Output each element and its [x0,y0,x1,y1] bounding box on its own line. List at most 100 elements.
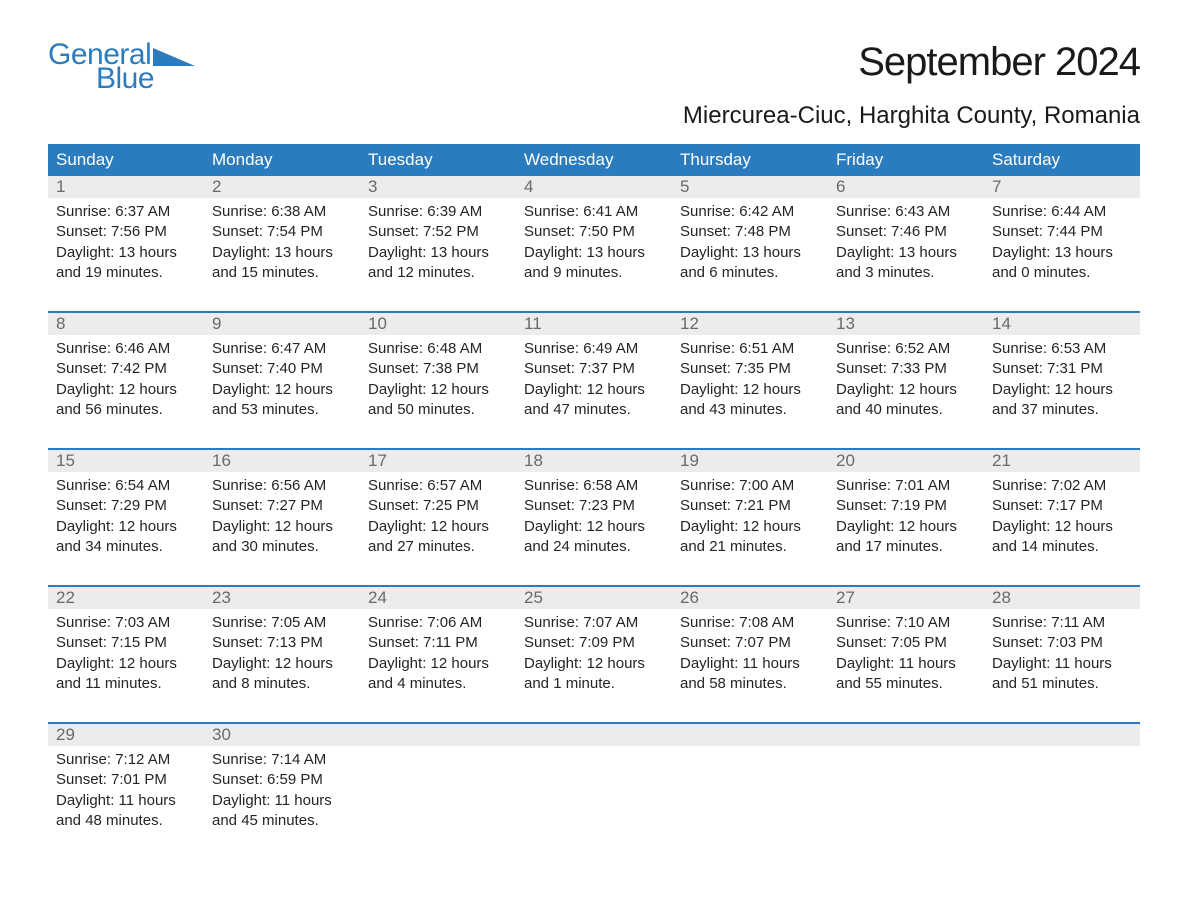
day-detail-cell: Sunrise: 7:10 AMSunset: 7:05 PMDaylight:… [828,609,984,723]
sunrise-text: Sunrise: 6:51 AM [680,339,820,359]
day-number-cell: 13 [828,313,984,335]
sunrise-text: Sunrise: 7:14 AM [212,750,352,770]
day-detail-cell [984,746,1140,839]
daylight-text: Daylight: 12 hours and 30 minutes. [212,517,352,558]
sunrise-text: Sunrise: 7:06 AM [368,613,508,633]
day-number-cell: 24 [360,587,516,609]
weekday-header: Sunday [48,144,204,176]
sunrise-text: Sunrise: 6:38 AM [212,202,352,222]
sunset-text: Sunset: 6:59 PM [212,770,352,790]
sunset-text: Sunset: 7:42 PM [56,359,196,379]
weekday-header: Saturday [984,144,1140,176]
sunset-text: Sunset: 7:07 PM [680,633,820,653]
day-detail-cell: Sunrise: 7:14 AMSunset: 6:59 PMDaylight:… [204,746,360,839]
sunset-text: Sunset: 7:03 PM [992,633,1132,653]
day-detail-cell: Sunrise: 6:58 AMSunset: 7:23 PMDaylight:… [516,472,672,586]
day-detail-cell: Sunrise: 6:44 AMSunset: 7:44 PMDaylight:… [984,198,1140,312]
sunset-text: Sunset: 7:52 PM [368,222,508,242]
sunset-text: Sunset: 7:56 PM [56,222,196,242]
daylight-text: Daylight: 12 hours and 11 minutes. [56,654,196,695]
day-number-cell: 9 [204,313,360,335]
sunrise-text: Sunrise: 6:47 AM [212,339,352,359]
sunrise-text: Sunrise: 6:56 AM [212,476,352,496]
day-number-cell: 21 [984,450,1140,472]
day-detail-cell: Sunrise: 7:02 AMSunset: 7:17 PMDaylight:… [984,472,1140,586]
day-number-cell: 5 [672,176,828,198]
brand-line2: Blue [96,64,195,94]
day-detail-row: Sunrise: 6:54 AMSunset: 7:29 PMDaylight:… [48,472,1140,586]
sunset-text: Sunset: 7:15 PM [56,633,196,653]
weekday-header: Monday [204,144,360,176]
day-detail-cell [672,746,828,839]
daylight-text: Daylight: 12 hours and 21 minutes. [680,517,820,558]
daylight-text: Daylight: 12 hours and 4 minutes. [368,654,508,695]
daylight-text: Daylight: 13 hours and 6 minutes. [680,243,820,284]
day-detail-cell: Sunrise: 7:06 AMSunset: 7:11 PMDaylight:… [360,609,516,723]
day-number-row: 891011121314 [48,313,1140,335]
day-number-cell: 28 [984,587,1140,609]
day-detail-cell: Sunrise: 7:05 AMSunset: 7:13 PMDaylight:… [204,609,360,723]
day-number-cell: 20 [828,450,984,472]
calendar-table: Sunday Monday Tuesday Wednesday Thursday… [48,144,1140,839]
day-number-row: 1234567 [48,176,1140,198]
sunrise-text: Sunrise: 7:12 AM [56,750,196,770]
day-number-cell: 6 [828,176,984,198]
daylight-text: Daylight: 12 hours and 1 minute. [524,654,664,695]
day-number-cell: 19 [672,450,828,472]
sunset-text: Sunset: 7:19 PM [836,496,976,516]
sunrise-text: Sunrise: 6:37 AM [56,202,196,222]
daylight-text: Daylight: 11 hours and 58 minutes. [680,654,820,695]
page-header: General Blue September 2024 [48,40,1140,94]
sunrise-text: Sunrise: 7:11 AM [992,613,1132,633]
sunset-text: Sunset: 7:01 PM [56,770,196,790]
daylight-text: Daylight: 12 hours and 8 minutes. [212,654,352,695]
sunset-text: Sunset: 7:38 PM [368,359,508,379]
sunrise-text: Sunrise: 6:58 AM [524,476,664,496]
day-detail-cell [516,746,672,839]
day-number-cell [672,724,828,746]
day-detail-cell: Sunrise: 7:11 AMSunset: 7:03 PMDaylight:… [984,609,1140,723]
sunrise-text: Sunrise: 7:05 AM [212,613,352,633]
sunset-text: Sunset: 7:11 PM [368,633,508,653]
daylight-text: Daylight: 13 hours and 9 minutes. [524,243,664,284]
day-number-cell: 2 [204,176,360,198]
day-number-cell: 22 [48,587,204,609]
daylight-text: Daylight: 11 hours and 51 minutes. [992,654,1132,695]
day-number-cell: 27 [828,587,984,609]
day-number-cell: 10 [360,313,516,335]
day-number-cell: 23 [204,587,360,609]
day-detail-cell: Sunrise: 7:12 AMSunset: 7:01 PMDaylight:… [48,746,204,839]
day-detail-cell: Sunrise: 6:38 AMSunset: 7:54 PMDaylight:… [204,198,360,312]
sunset-text: Sunset: 7:05 PM [836,633,976,653]
day-number-cell: 8 [48,313,204,335]
day-number-cell: 30 [204,724,360,746]
daylight-text: Daylight: 12 hours and 34 minutes. [56,517,196,558]
weekday-header-row: Sunday Monday Tuesday Wednesday Thursday… [48,144,1140,176]
day-detail-cell: Sunrise: 6:57 AMSunset: 7:25 PMDaylight:… [360,472,516,586]
daylight-text: Daylight: 12 hours and 24 minutes. [524,517,664,558]
day-number-cell [984,724,1140,746]
day-number-row: 22232425262728 [48,587,1140,609]
daylight-text: Daylight: 12 hours and 27 minutes. [368,517,508,558]
day-number-cell [516,724,672,746]
daylight-text: Daylight: 11 hours and 48 minutes. [56,791,196,832]
day-detail-cell: Sunrise: 6:41 AMSunset: 7:50 PMDaylight:… [516,198,672,312]
day-number-cell: 14 [984,313,1140,335]
day-detail-cell: Sunrise: 7:07 AMSunset: 7:09 PMDaylight:… [516,609,672,723]
sunset-text: Sunset: 7:40 PM [212,359,352,379]
day-number-row: 15161718192021 [48,450,1140,472]
daylight-text: Daylight: 12 hours and 56 minutes. [56,380,196,421]
day-number-cell: 26 [672,587,828,609]
sunrise-text: Sunrise: 6:42 AM [680,202,820,222]
sunset-text: Sunset: 7:17 PM [992,496,1132,516]
day-number-cell: 15 [48,450,204,472]
daylight-text: Daylight: 12 hours and 43 minutes. [680,380,820,421]
day-detail-cell: Sunrise: 6:37 AMSunset: 7:56 PMDaylight:… [48,198,204,312]
day-detail-cell: Sunrise: 6:54 AMSunset: 7:29 PMDaylight:… [48,472,204,586]
month-title: September 2024 [858,40,1140,85]
sunrise-text: Sunrise: 6:49 AM [524,339,664,359]
daylight-text: Daylight: 13 hours and 3 minutes. [836,243,976,284]
day-detail-cell [828,746,984,839]
weekday-header: Wednesday [516,144,672,176]
day-number-cell [828,724,984,746]
